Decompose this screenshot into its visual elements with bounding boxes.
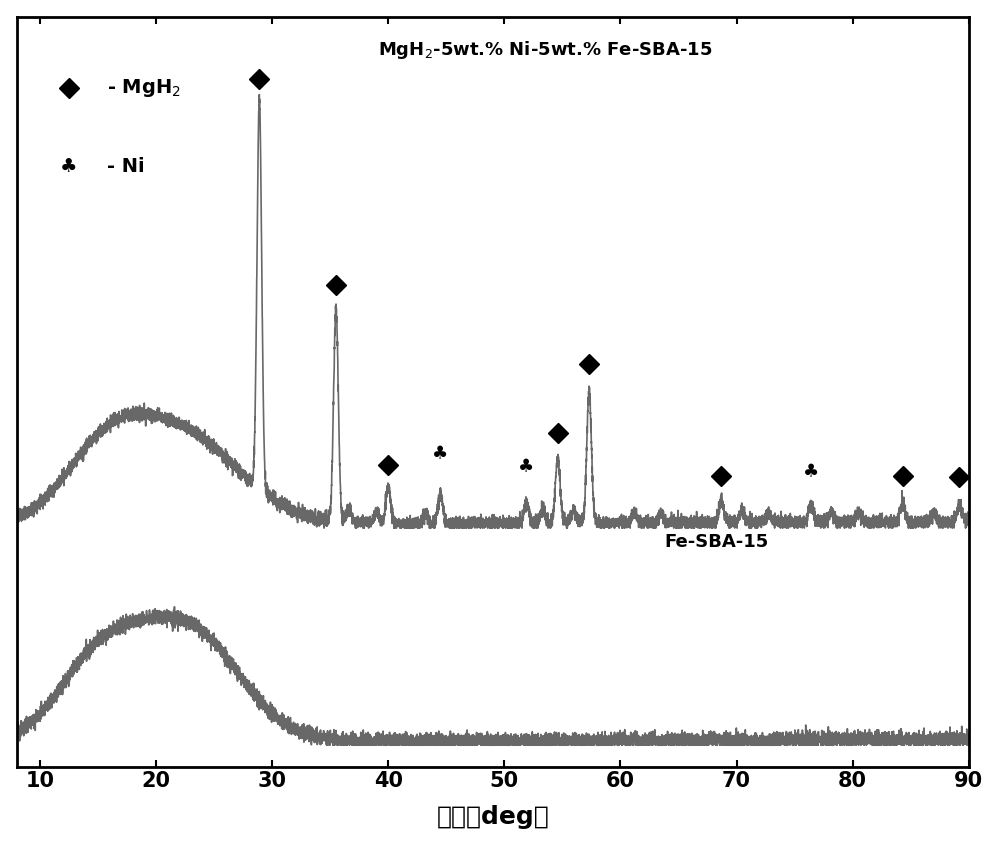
Text: - Ni: - Ni [107,157,145,176]
Text: ♣: ♣ [518,459,534,476]
X-axis label: 角度（deg）: 角度（deg） [436,805,549,829]
Text: - MgH$_2$: - MgH$_2$ [107,77,181,99]
Text: ♣: ♣ [803,463,819,481]
Text: MgH$_2$-5wt.% Ni-5wt.% Fe-SBA-15: MgH$_2$-5wt.% Ni-5wt.% Fe-SBA-15 [378,39,713,61]
Text: ♣: ♣ [432,445,449,464]
Text: ♣: ♣ [60,157,78,176]
Text: Fe-SBA-15: Fe-SBA-15 [664,533,768,551]
